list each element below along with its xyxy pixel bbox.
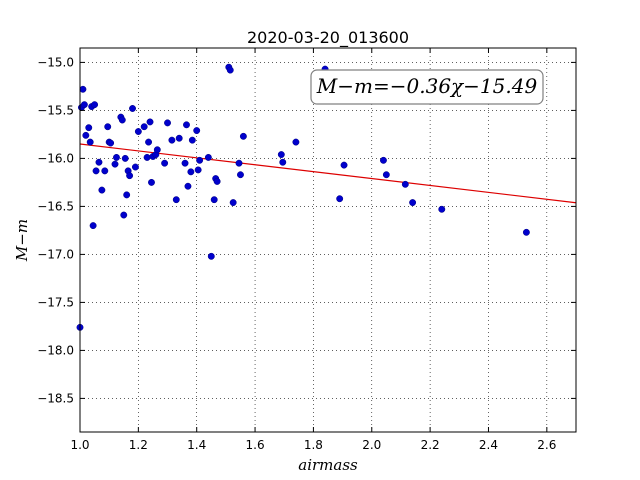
data-point: [210, 196, 218, 204]
data-point: [175, 134, 183, 142]
x-tick-label: 2.4: [479, 438, 498, 452]
grid-lines: [79, 48, 576, 432]
x-tick-label: 1.0: [70, 438, 89, 452]
data-point: [187, 168, 195, 176]
data-point: [382, 171, 390, 179]
data-point: [126, 172, 134, 180]
data-point: [80, 101, 88, 109]
data-point: [145, 138, 153, 146]
data-point: [235, 159, 243, 167]
data-point: [111, 160, 119, 168]
data-point: [148, 178, 155, 186]
data-points: [76, 63, 530, 331]
data-point: [279, 158, 287, 166]
data-point: [229, 199, 237, 207]
data-point: [277, 151, 285, 159]
data-point: [131, 163, 139, 171]
data-point: [193, 127, 201, 135]
y-tick-label: −17.5: [37, 295, 74, 309]
data-point: [95, 158, 103, 166]
data-point: [522, 228, 530, 236]
data-point: [121, 154, 129, 162]
data-point: [129, 105, 136, 112]
data-point: [79, 85, 87, 93]
data-point: [143, 153, 151, 161]
data-point: [146, 118, 154, 126]
x-tick-label: 2.0: [362, 438, 381, 452]
data-point: [207, 252, 215, 260]
data-point: [120, 211, 128, 219]
data-point: [140, 123, 148, 131]
x-tick-label: 2.6: [537, 438, 556, 452]
x-tick-label: 1.4: [187, 438, 206, 452]
y-tick-label: −15.0: [37, 55, 74, 69]
data-point: [401, 180, 409, 188]
data-point: [123, 191, 131, 199]
data-point: [379, 156, 387, 164]
data-point: [161, 159, 169, 167]
data-point: [86, 138, 94, 146]
data-point: [340, 161, 348, 169]
equation-text: M−m=−0.36χ−15.49: [316, 74, 538, 98]
data-point: [98, 186, 106, 194]
equation-box: M−m=−0.36χ−15.49: [310, 69, 544, 105]
data-point: [91, 101, 99, 109]
fit-line: [79, 143, 577, 204]
data-point: [153, 146, 161, 154]
x-tick-label: 1.8: [304, 438, 323, 452]
data-point: [89, 222, 97, 230]
plot-frame: [79, 47, 577, 433]
x-axis-label: airmass: [298, 456, 358, 474]
data-point: [183, 121, 190, 129]
y-tick-label: −15.5: [37, 103, 74, 117]
y-tick-label: −16.5: [37, 199, 74, 213]
data-point: [213, 177, 221, 185]
data-point: [438, 205, 446, 213]
y-tick-label: −16.0: [37, 151, 74, 165]
data-point: [237, 171, 244, 179]
data-point: [204, 153, 212, 161]
data-point: [92, 167, 100, 175]
data-point: [172, 196, 180, 204]
data-point: [118, 116, 126, 124]
data-point: [181, 159, 189, 167]
y-tick-label: −18.0: [37, 343, 74, 357]
data-point: [194, 166, 202, 174]
y-tick-label: −17.0: [37, 247, 74, 261]
data-point: [82, 131, 90, 139]
y-tick-label: −18.5: [37, 391, 74, 405]
data-point: [188, 136, 196, 144]
fit-line-group: [79, 143, 577, 204]
data-point: [196, 156, 204, 164]
data-point: [113, 153, 120, 161]
chart-title: 2020-03-20_013600: [247, 28, 409, 48]
y-axis-label: M−m: [13, 219, 31, 262]
data-point: [104, 123, 112, 131]
x-ticks: 1.0 1.2 1.4 1.6 1.8 2.0 2.2 2.4 2.6: [70, 48, 556, 452]
data-point: [226, 66, 234, 74]
data-point: [409, 199, 417, 207]
y-ticks: −15.0 −15.5 −16.0 −16.5 −17.0 −17.5 −18.0 −18.5: [37, 55, 576, 405]
data-point: [239, 132, 247, 140]
x-tick-label: 1.6: [246, 438, 265, 452]
data-point: [101, 167, 109, 175]
data-point: [292, 138, 300, 146]
data-point: [164, 119, 171, 127]
data-point: [134, 128, 142, 135]
data-point: [336, 195, 344, 203]
data-point: [107, 139, 115, 147]
data-point: [168, 136, 176, 144]
x-tick-label: 2.2: [421, 438, 440, 452]
x-tick-label: 1.2: [129, 438, 148, 452]
data-point: [184, 182, 192, 190]
data-point: [85, 124, 93, 132]
